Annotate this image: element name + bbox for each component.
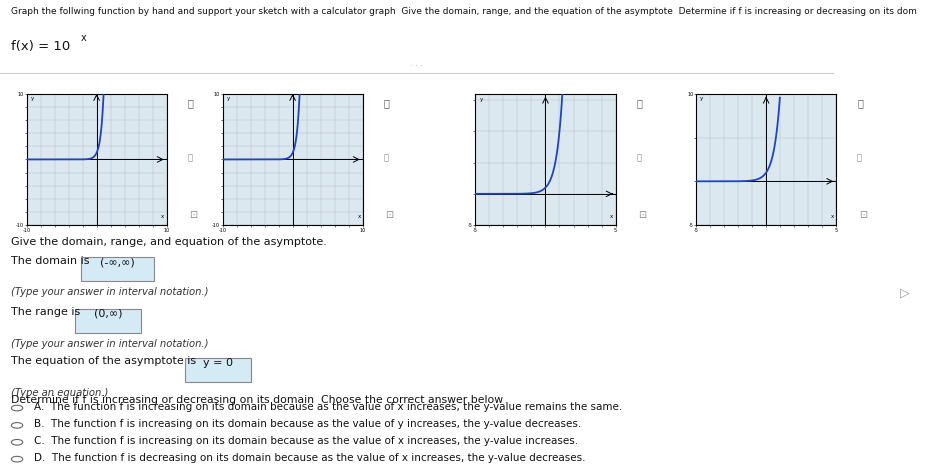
Text: 🔍: 🔍 [636,153,641,162]
Text: (Type your answer in interval notation.): (Type your answer in interval notation.) [11,339,209,349]
Text: D.  The function f is decreasing on its domain because as the value of x increas: D. The function f is decreasing on its d… [34,453,585,463]
Text: . . .: . . . [410,59,423,68]
Text: x: x [831,213,834,219]
Text: Determine if f is increasing or decreasing on its domain  Choose the correct ans: Determine if f is increasing or decreasi… [11,395,504,405]
Text: (Type your answer in interval notation.): (Type your answer in interval notation.) [11,287,209,297]
Text: y: y [226,96,230,101]
Text: ⊡: ⊡ [859,211,867,220]
Text: 🔍: 🔍 [384,98,389,108]
Text: The domain is: The domain is [11,256,90,265]
Text: ⊡: ⊡ [638,211,647,220]
Text: 🔍: 🔍 [384,153,388,162]
Text: Graph the follwing function by hand and support your sketch with a calculator gr: Graph the follwing function by hand and … [11,7,918,16]
Text: f(x) = 10: f(x) = 10 [11,40,71,53]
Text: y: y [700,97,704,101]
Text: (-∞,∞): (-∞,∞) [100,257,134,267]
Text: 🔍: 🔍 [857,98,863,108]
Text: Give the domain, range, and equation of the asymptote.: Give the domain, range, and equation of … [11,237,328,247]
Text: (0,∞): (0,∞) [94,309,122,318]
Text: (Type an equation.): (Type an equation.) [11,388,109,398]
Text: x: x [80,33,86,43]
Text: 🔍: 🔍 [857,153,862,162]
Text: ⊡: ⊡ [385,211,394,220]
Text: ▷: ▷ [900,287,909,300]
Text: y: y [30,96,34,101]
Text: y: y [479,97,483,102]
Text: A.  The function f is increasing on its domain because as the value of x increas: A. The function f is increasing on its d… [34,402,622,412]
Text: The range is: The range is [11,307,80,317]
Text: 🔍: 🔍 [188,153,192,162]
Text: C.  The function f is increasing on its domain because as the value of x increas: C. The function f is increasing on its d… [34,436,579,446]
Text: x: x [357,213,361,219]
Text: y = 0: y = 0 [203,358,233,368]
Text: x: x [161,213,165,219]
Text: ⊡: ⊡ [189,211,198,220]
Text: The equation of the asymptote is: The equation of the asymptote is [11,356,196,366]
Text: x: x [610,213,614,219]
Text: B.  The function f is increasing on its domain because as the value of y increas: B. The function f is increasing on its d… [34,419,581,429]
Text: 🔍: 🔍 [188,98,193,108]
Text: 🔍: 🔍 [636,98,642,108]
